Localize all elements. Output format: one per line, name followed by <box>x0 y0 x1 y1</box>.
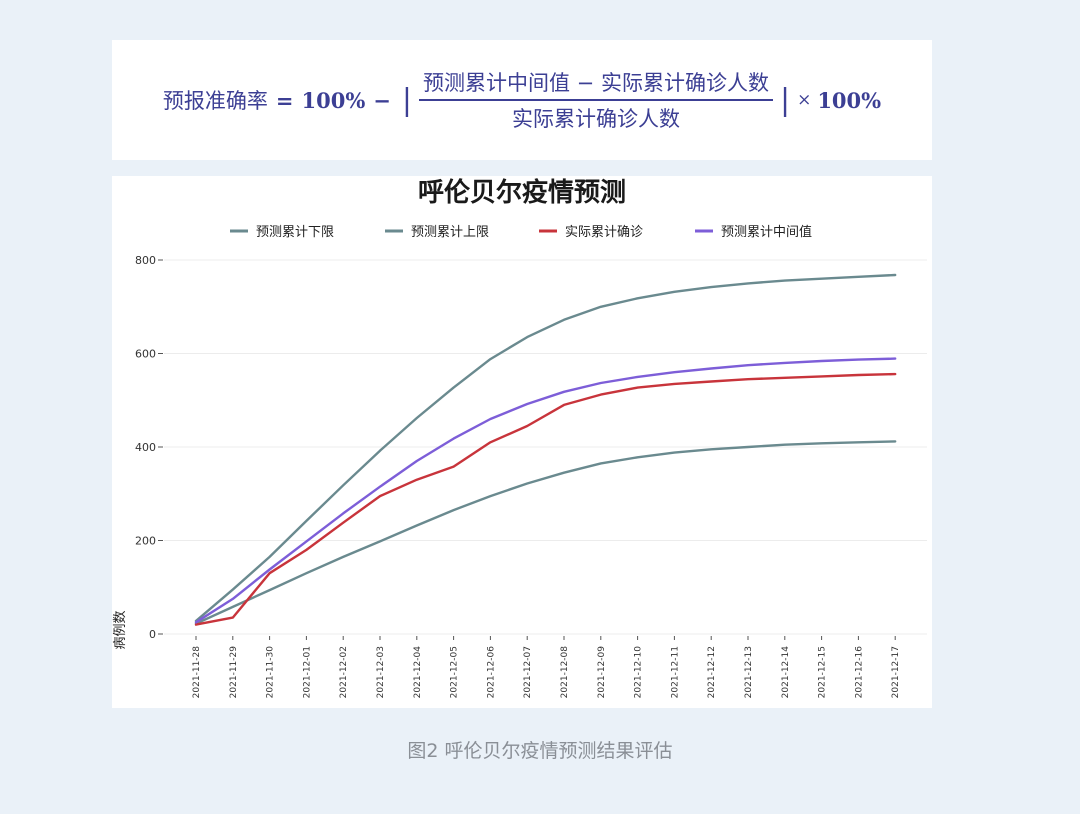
formula-minus: − <box>373 87 391 113</box>
figure-caption: 图2 呼伦贝尔疫情预测结果评估 <box>407 740 673 762</box>
chart-card: 呼伦贝尔疫情预测 预测累计下限 预测累计上限 实际累计确诊 预测累计中间值 0 200 4… <box>112 176 932 708</box>
x-tick-label: 2021-12-15 <box>818 646 828 698</box>
legend-item-1: 预测累计上限 <box>385 225 489 240</box>
x-tick-label: 2021-12-13 <box>744 646 754 698</box>
series-line-3 <box>194 357 897 624</box>
series-lines <box>194 273 897 626</box>
chart-title: 呼伦贝尔疫情预测 <box>418 177 626 208</box>
x-tick-label: 2021-12-17 <box>891 646 901 698</box>
x-tick-label: 2021-12-16 <box>854 646 864 699</box>
formula-abs-right: | <box>779 82 791 118</box>
x-tick-label: 2021-12-09 <box>597 646 607 699</box>
x-tick-label: 2021-11-28 <box>192 646 202 699</box>
y-tick-label: 800 <box>135 254 156 267</box>
formula-times: × <box>797 90 812 110</box>
x-tick-label: 2021-12-11 <box>670 646 680 698</box>
x-tick-label: 2021-11-30 <box>266 646 276 699</box>
y-tick-label: 400 <box>135 441 156 454</box>
grid <box>164 259 927 635</box>
y-axis-label: 病例数 <box>113 610 128 649</box>
y-axis: 0 200 400 600 800 <box>135 254 163 641</box>
x-tick-label: 2021-12-07 <box>523 646 533 698</box>
formula-equals: = <box>275 87 294 113</box>
x-tick-label: 2021-12-01 <box>302 646 312 698</box>
legend-label: 实际累计确诊 <box>565 225 643 240</box>
y-tick-label: 600 <box>135 348 156 361</box>
x-tick-label: 2021-12-14 <box>781 646 791 699</box>
formula-abs-left: | <box>401 82 412 118</box>
formula-hundred-2: 100% <box>817 87 882 113</box>
x-tick-label: 2021-12-08 <box>560 646 570 699</box>
legend-item-3: 预测累计中间值 <box>695 224 812 240</box>
x-tick-label: 2021-11-29 <box>229 646 239 699</box>
y-tick-label: 200 <box>135 535 156 548</box>
x-tick-label: 2021-12-05 <box>450 646 460 698</box>
legend-item-2: 实际累计确诊 <box>539 225 643 240</box>
series-line-1 <box>194 273 897 623</box>
x-tick-label: 2021-12-04 <box>413 646 423 699</box>
x-tick-label: 2021-12-06 <box>486 646 496 699</box>
legend-label: 预测累计下限 <box>256 225 334 240</box>
x-axis: 2021-11-28 2021-11-29 2021-11-30 2021-12-01… <box>192 636 901 698</box>
formula-hundred: 100% <box>301 87 366 113</box>
formula-denominator: 实际累计确诊人数 <box>511 107 680 131</box>
x-tick-label: 2021-12-10 <box>634 646 644 699</box>
legend-label: 预测累计上限 <box>411 225 489 240</box>
y-tick-label: 0 <box>149 628 156 641</box>
x-tick-label: 2021-12-02 <box>339 646 349 698</box>
formula-numerator: 预测累计中间值 − 实际累计确诊人数 <box>419 67 773 101</box>
x-tick-label: 2021-12-12 <box>707 646 717 698</box>
series-line-0 <box>194 440 897 625</box>
series-line-2 <box>194 372 897 626</box>
line-chart: 呼伦贝尔疫情预测 预测累计下限 预测累计上限 实际累计确诊 预测累计中间值 0 200 4… <box>113 177 927 698</box>
formula-card: 预报准确率 = 100% − | 预测累计中间值 − 实际累计确诊人数 实际累计… <box>112 40 932 160</box>
x-tick-label: 2021-12-03 <box>376 646 386 698</box>
legend-item-0: 预测累计下限 <box>230 225 334 240</box>
legend-label: 预测累计中间值 <box>721 224 812 240</box>
formula-fraction: 预测累计中间值 − 实际累计确诊人数 实际累计确诊人数 <box>419 67 773 133</box>
accuracy-formula: 预报准确率 = 100% − | 预测累计中间值 − 实际累计确诊人数 实际累计… <box>112 40 932 160</box>
formula-lhs: 预报准确率 <box>162 89 268 113</box>
legend: 预测累计下限 预测累计上限 实际累计确诊 预测累计中间值 <box>230 224 812 240</box>
